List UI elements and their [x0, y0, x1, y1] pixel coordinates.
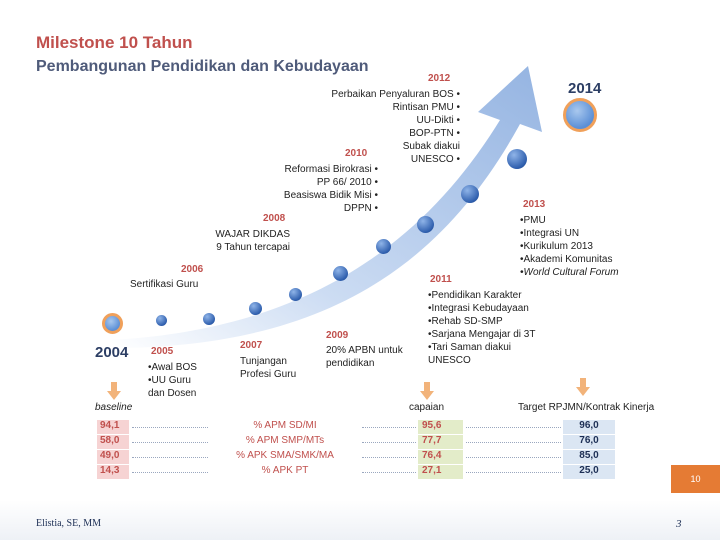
start-point-icon [102, 313, 123, 334]
capaian-value: 95,6 [418, 420, 463, 434]
milestone-item: Rehab SD-SMP [428, 315, 556, 328]
target-value: 85,0 [563, 450, 615, 464]
leader-line [132, 472, 208, 473]
milestone-item: World Cultural Forum [520, 266, 650, 279]
milestone-2009-year: 2009 [326, 330, 349, 341]
arrow-body [110, 66, 542, 348]
capaian-value: 27,1 [418, 465, 463, 479]
leader-line [132, 442, 208, 443]
dot-2012-icon [461, 185, 479, 203]
capaian-value: 76,4 [418, 450, 463, 464]
milestone-2013-year: 2013 [523, 199, 546, 210]
dot-2010-icon [376, 239, 391, 254]
leader-line [362, 442, 416, 443]
milestone-item: BOP-PTN [310, 127, 460, 140]
dot-2013-icon [507, 149, 527, 169]
milestone-item: Awal BOS [148, 361, 213, 374]
indicator-name: % APM SD/MI [253, 420, 317, 431]
dot-2009-icon [333, 266, 348, 281]
milestone-item: PP 66/ 2010 [256, 176, 378, 189]
leader-line [132, 457, 208, 458]
milestone-item: Reformasi Birokrasi [256, 163, 378, 176]
baseline-value: 94,1 [97, 420, 129, 434]
milestone-2012-list: Perbaikan Penyaluran BOS Rintisan PMU UU… [310, 88, 460, 166]
milestone-2011-year: 2011 [430, 274, 452, 285]
leader-line [466, 427, 561, 428]
target-value: 96,0 [563, 420, 615, 434]
milestone-2006-list: Sertifikasi Guru [130, 278, 198, 291]
baseline-value: 58,0 [97, 435, 129, 449]
milestone-2008-list: WAJAR DIKDAS 9 Tahun tercapai [188, 228, 290, 254]
milestone-item: Sertifikasi Guru [130, 279, 199, 290]
capaian-arrow-icon [420, 382, 434, 400]
dot-2005-icon [156, 315, 167, 326]
baseline-value: 49,0 [97, 450, 129, 464]
slide-number-badge: 10 [671, 465, 720, 493]
page-title: Milestone 10 Tahun [36, 33, 193, 52]
milestone-item: Tari Saman diakui UNESCO [428, 341, 524, 367]
milestone-item: Beasiswa Bidik Misi [256, 189, 378, 202]
target-value: 25,0 [563, 465, 615, 479]
milestone-item: Rintisan PMU [310, 101, 460, 114]
milestone-2012-year: 2012 [428, 73, 451, 84]
milestone-2005-year: 2005 [151, 346, 174, 357]
milestone-2011-list: Pendidikan Karakter Integrasi Kebudayaan… [428, 289, 556, 367]
leader-line [132, 427, 208, 428]
milestone-item: Perbaikan Penyaluran BOS [310, 88, 460, 101]
milestone-item: Integrasi UN [520, 227, 650, 240]
milestone-2005-list: Awal BOS UU Guru dan Dosen [148, 361, 213, 400]
footer-band [0, 500, 720, 540]
milestone-2010-year: 2010 [345, 148, 368, 159]
target-value: 76,0 [563, 435, 615, 449]
milestone-item: UU Guru dan Dosen [148, 374, 210, 400]
milestone-item: Integrasi Kebudayaan [428, 302, 556, 315]
footer-author: Elistia, SE, MM [36, 518, 102, 529]
milestone-2010-list: Reformasi Birokrasi PP 66/ 2010 Beasiswa… [256, 163, 378, 215]
milestone-item: PMU [520, 214, 650, 227]
target-label: Target RPJMN/Kontrak Kinerja [518, 402, 655, 413]
capaian-value: 77,7 [418, 435, 463, 449]
indicator-name: % APK PT [261, 465, 309, 476]
year-2014: 2014 [568, 80, 602, 97]
milestone-2008-year: 2008 [263, 213, 286, 224]
indicator-name: % APK SMA/SMK/MA [236, 450, 334, 461]
milestone-item: Subak diakui UNESCO [392, 140, 460, 166]
milestone-2009-list: 20% APBN untuk pendidikan [326, 344, 418, 370]
leader-line [466, 472, 561, 473]
milestone-2007-list: Tunjangan Profesi Guru [240, 355, 306, 381]
dot-2006-icon [203, 313, 215, 325]
milestone-item: 9 Tahun tercapai [216, 242, 290, 253]
baseline-value: 14,3 [97, 465, 129, 479]
leader-line [466, 442, 561, 443]
dot-2011-icon [417, 216, 434, 233]
milestone-item: Tunjangan Profesi Guru [240, 356, 297, 380]
leader-line [362, 457, 416, 458]
milestone-2007-year: 2007 [240, 340, 263, 351]
indicator-name: % APM SMP/MTs [245, 435, 325, 446]
milestone-2013-list: PMU Integrasi UN Kurikulum 2013 Akademi … [520, 214, 650, 279]
page-number: 3 [676, 518, 682, 530]
leader-line [362, 472, 416, 473]
milestone-item: DPPN [256, 202, 378, 215]
year-2004: 2004 [95, 344, 129, 361]
end-point-icon [563, 98, 597, 132]
target-arrow-icon [576, 378, 590, 396]
page-subtitle: Pembangunan Pendidikan dan Kebudayaan [36, 58, 369, 75]
milestone-item: 20% APBN untuk pendidikan [326, 345, 403, 369]
milestone-item: Sarjana Mengajar di 3T [428, 328, 556, 341]
milestone-item: UU-Dikti [310, 114, 460, 127]
milestone-item: WAJAR DIKDAS [215, 229, 290, 240]
milestone-item: Kurikulum 2013 [520, 240, 650, 253]
capaian-label: capaian [409, 402, 445, 413]
dot-2008-icon [289, 288, 302, 301]
milestone-item: Pendidikan Karakter [428, 289, 556, 302]
baseline-label: baseline [95, 402, 133, 413]
dot-2007-icon [249, 302, 262, 315]
leader-line [466, 457, 561, 458]
baseline-arrow-icon [107, 382, 121, 400]
leader-line [362, 427, 416, 428]
milestone-item: Akademi Komunitas [520, 253, 650, 266]
milestone-2006-year: 2006 [181, 264, 204, 275]
